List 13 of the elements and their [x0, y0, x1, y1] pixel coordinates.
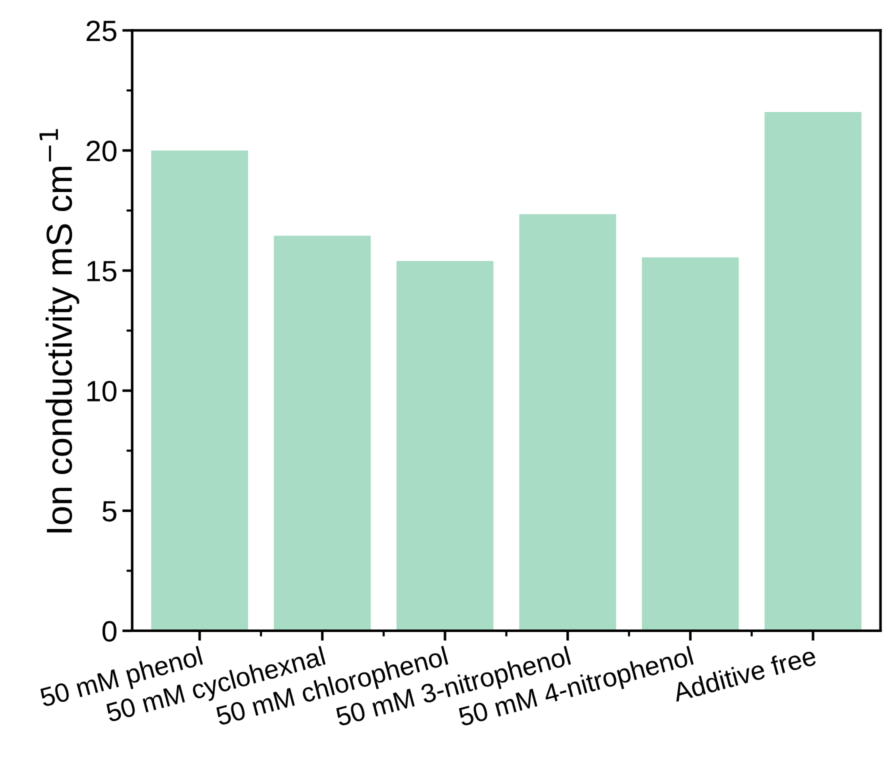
y-axis-title: Ion conductivity mS cm$^{−1}$ [40, 129, 80, 532]
bar [151, 150, 248, 631]
y-tick-label: 25 [86, 20, 116, 42]
y-tick-label: 15 [87, 261, 116, 282]
bar [274, 236, 371, 631]
bar [642, 257, 739, 631]
y-tick-label: 5 [102, 501, 116, 522]
bar [764, 112, 862, 631]
bar [396, 260, 494, 631]
bar [519, 214, 616, 631]
y-tick-label: 20 [86, 140, 116, 162]
y-tick-label: 0 [102, 621, 116, 642]
y-tick-label: 10 [87, 380, 116, 402]
